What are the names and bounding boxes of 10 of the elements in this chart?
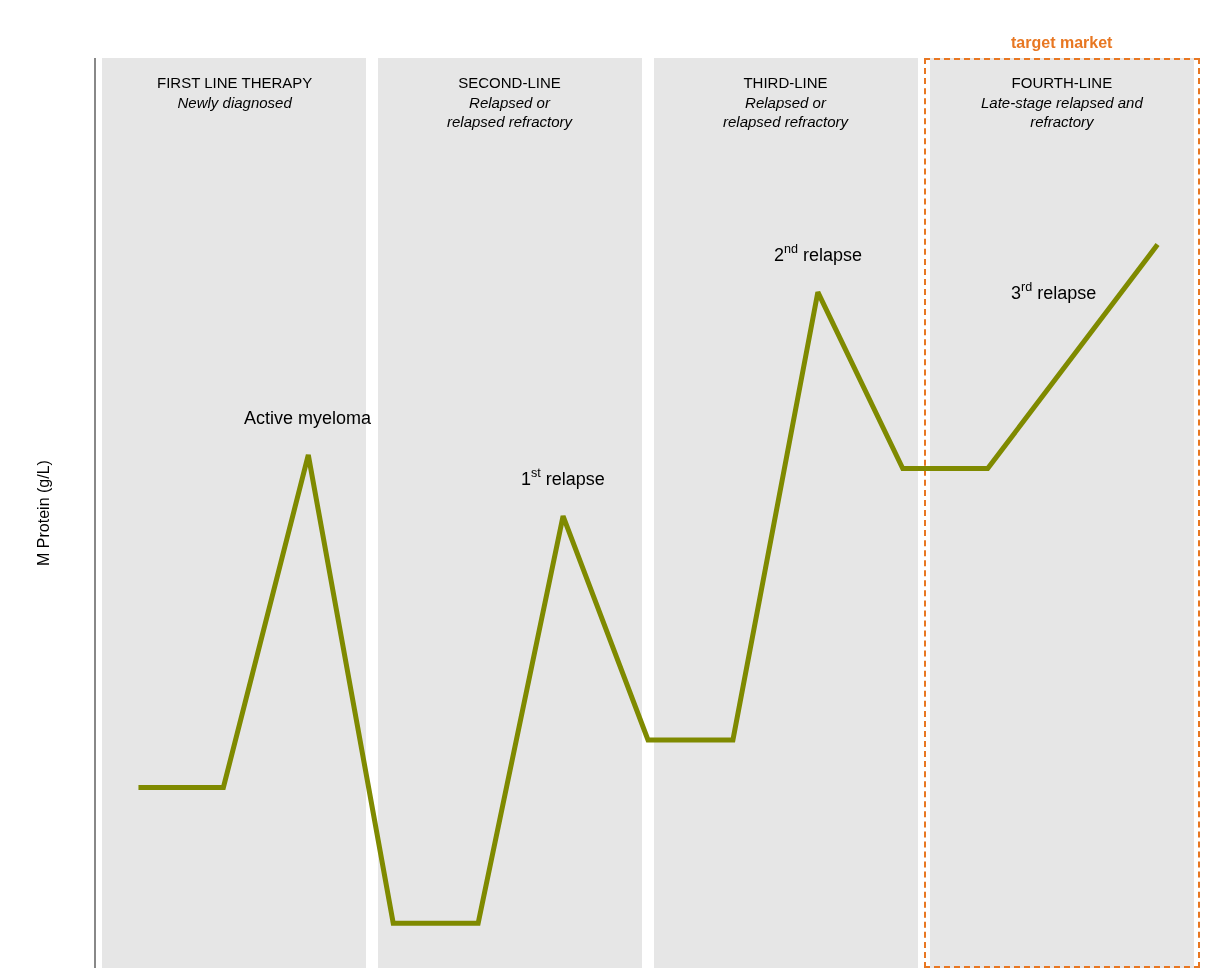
text: FOURTH-LINE Late-stage relapsed and refractory	[981, 74, 1144, 130]
annotation: 1$^{st}$ relapse	[521, 466, 605, 489]
text: FIRST LINE THERAPY Newly diagnosed	[157, 74, 313, 111]
text: THIRD-LINE Relapsed or relapsed refractory	[723, 74, 850, 130]
text: target market	[1011, 34, 1114, 51]
annotation: 3$^{rd}$ relapse	[1011, 280, 1097, 303]
annotation: 2$^{nd}$ relapse	[774, 242, 863, 265]
y-axis-title: M Protein (g/L)	[35, 460, 53, 566]
annotation: Active myeloma	[244, 408, 373, 428]
text: SECOND-LINE Relapsed or relapsed refractory	[447, 74, 574, 130]
